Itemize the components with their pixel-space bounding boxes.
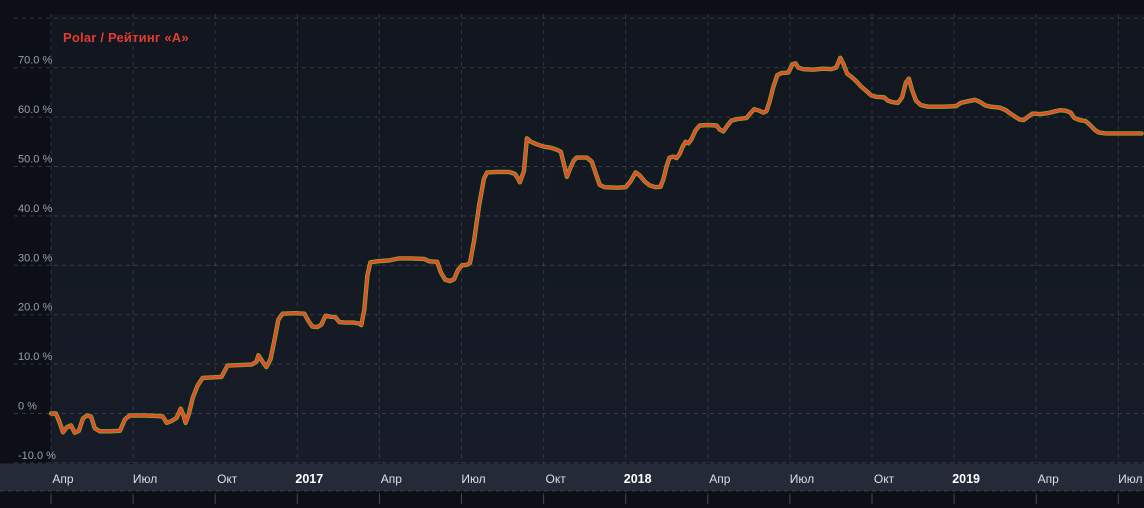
y-axis-tick-label: 20.0 %	[18, 302, 52, 314]
y-axis-tick-label: 50.0 %	[18, 154, 52, 166]
y-axis-tick-label: 60.0 %	[18, 104, 52, 116]
x-axis-month-label[interactable]: Окт	[545, 472, 566, 486]
plot-area[interactable]	[51, 14, 1144, 463]
y-axis-tick-label: 40.0 %	[18, 203, 52, 215]
x-axis-month-label[interactable]: Окт	[217, 472, 238, 486]
series-polar-line[interactable]	[49, 56, 1143, 435]
x-axis-month-label[interactable]: Окт	[874, 472, 895, 486]
x-axis-month-label[interactable]: Июл	[133, 472, 157, 486]
x-axis-month-label[interactable]: Апр	[52, 472, 74, 486]
y-axis-tick-label: 30.0 %	[18, 252, 52, 264]
x-axis-month-label[interactable]: Апр	[1038, 472, 1060, 486]
y-axis-tick-label: -10.0 %	[18, 450, 56, 462]
x-axis-month-label[interactable]: Апр	[381, 472, 403, 486]
y-axis-tick-label: 70.0 %	[18, 55, 52, 67]
x-axis-year-label[interactable]: 2017	[295, 472, 323, 486]
x-axis-month-label[interactable]: Апр	[709, 472, 731, 486]
x-axis-month-label[interactable]: Июл	[1118, 472, 1142, 486]
chart-legend[interactable]: Polar / Рейтинг «А»	[63, 30, 189, 45]
x-axis-month-label[interactable]: Июл	[461, 472, 485, 486]
y-axis-tick-label: 10.0 %	[18, 351, 52, 363]
x-axis-band[interactable]	[0, 463, 1144, 492]
x-axis-month-label[interactable]: Июл	[790, 472, 814, 486]
x-axis-year-label[interactable]: 2019	[952, 472, 980, 486]
y-axis-tick-label: 0 %	[18, 401, 37, 413]
x-axis-year-label[interactable]: 2018	[624, 472, 652, 486]
